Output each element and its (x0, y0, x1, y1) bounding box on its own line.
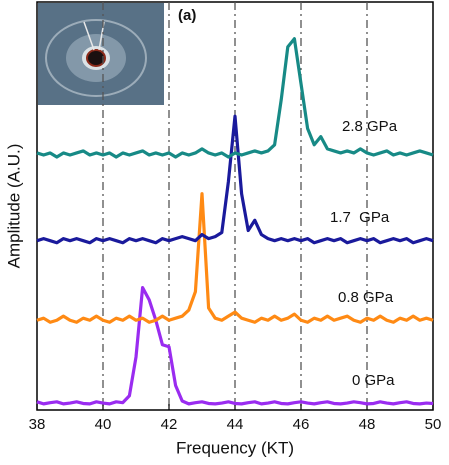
series-label: 0 GPa (352, 372, 395, 389)
panel-label: (a) (178, 7, 196, 24)
y-axis-title: Amplitude (A.U.) (4, 144, 23, 269)
series-line (36, 37, 434, 159)
series-label: 1.7 GPa (330, 209, 390, 226)
inset-photo (38, 3, 164, 105)
x-tick-label: 46 (293, 416, 310, 433)
series-line (36, 286, 434, 406)
x-tick-label: 44 (227, 416, 244, 433)
x-tick-label: 42 (161, 416, 178, 433)
x-axis-title: Frequency (KT) (176, 438, 294, 457)
series-label: 2.8 GPa (342, 118, 398, 135)
x-tick-label: 50 (425, 416, 442, 433)
series-line (36, 192, 434, 324)
series-label: 0.8 GPa (338, 289, 394, 306)
series-line (36, 114, 434, 245)
x-tick-label: 40 (95, 416, 112, 433)
x-tick-label: 48 (359, 416, 376, 433)
x-tick-label: 38 (29, 416, 46, 433)
